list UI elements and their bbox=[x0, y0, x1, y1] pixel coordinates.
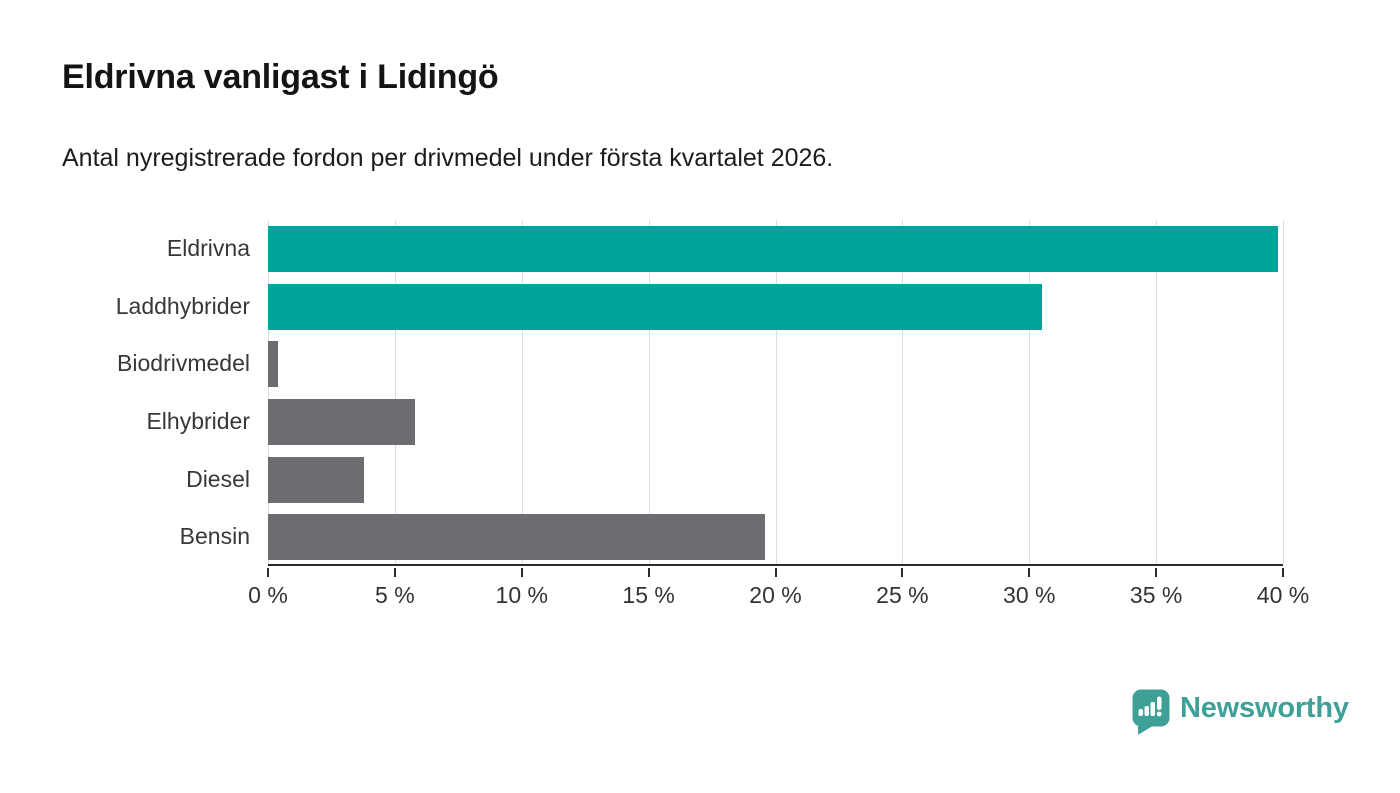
x-tick-label-25: 25 % bbox=[876, 582, 929, 608]
gridline-0 bbox=[268, 220, 269, 564]
x-tick-mark-25 bbox=[901, 568, 904, 577]
plot-area bbox=[268, 220, 1284, 566]
x-tick-mark-20 bbox=[774, 568, 777, 577]
bar-eldrivna bbox=[268, 225, 1278, 272]
x-tick-label-20: 20 % bbox=[749, 582, 802, 608]
gridline-20 bbox=[775, 220, 777, 564]
category-label-eldrivna: Eldrivna bbox=[166, 235, 250, 261]
gridline-15 bbox=[648, 220, 650, 564]
gridline-5 bbox=[394, 220, 396, 564]
bar-diesel bbox=[268, 456, 365, 503]
gridline-25 bbox=[902, 220, 904, 564]
category-label-bensin: Bensin bbox=[179, 523, 250, 550]
newsworthy-logo: Newsworthy bbox=[1131, 688, 1349, 736]
chart-subtitle: Antal nyregistrerade fordon per drivmede… bbox=[62, 144, 834, 172]
x-tick-label-35: 35 % bbox=[1129, 582, 1183, 608]
newsworthy-pin-barchart-icon bbox=[1132, 689, 1170, 735]
chart-title: Eldrivna vanligast i Lidingö bbox=[62, 58, 499, 96]
x-tick-mark-30 bbox=[1028, 568, 1031, 577]
gridline-10 bbox=[521, 220, 523, 564]
bar-elhybrider bbox=[268, 398, 416, 445]
x-tick-label-40: 40 % bbox=[1256, 582, 1310, 608]
newsworthy-wordmark: Newsworthy bbox=[1180, 692, 1349, 724]
category-label-diesel: Diesel bbox=[186, 465, 250, 492]
bar-bensin bbox=[268, 514, 766, 561]
category-label-elhybrider: Elhybrider bbox=[146, 408, 250, 434]
x-tick-mark-15 bbox=[647, 568, 650, 577]
gridline-40 bbox=[1283, 220, 1284, 564]
category-label-biodrivmedel: Biodrivmedel bbox=[117, 350, 250, 377]
x-tick-label-30: 30 % bbox=[1003, 582, 1056, 608]
x-tick-mark-0 bbox=[267, 568, 269, 577]
x-tick-label-5: 5 % bbox=[375, 582, 415, 608]
gridline-35 bbox=[1156, 220, 1158, 564]
gridline-30 bbox=[1029, 220, 1031, 564]
x-tick-label-15: 15 % bbox=[622, 582, 675, 608]
x-axis: 0 % 5 % 10 % 15 % 20 % 25 % 30 % 35 % 40 % bbox=[248, 568, 1309, 628]
x-tick-label-10: 10 % bbox=[495, 582, 548, 608]
category-axis: Eldrivna Laddhybrider Biodrivmedel Elhybrid… bbox=[0, 220, 250, 566]
bar-laddhybrider bbox=[268, 283, 1042, 330]
category-label-laddhybrider: Laddhybrider bbox=[115, 292, 250, 319]
x-tick-mark-10 bbox=[520, 568, 523, 577]
x-tick-mark-35 bbox=[1155, 568, 1158, 577]
x-tick-mark-40 bbox=[1282, 568, 1284, 577]
x-tick-mark-5 bbox=[393, 568, 396, 577]
bar-biodrivmedel bbox=[268, 341, 279, 388]
x-tick-label-0: 0 % bbox=[248, 582, 288, 608]
